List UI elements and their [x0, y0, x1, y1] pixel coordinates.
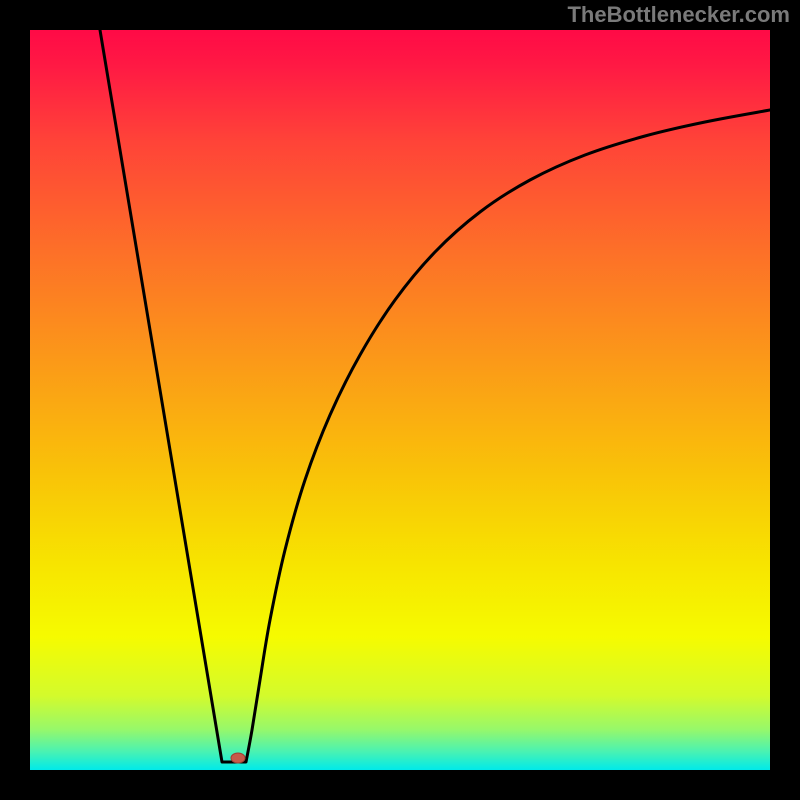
curve-layer — [30, 30, 770, 770]
watermark-text: TheBottlenecker.com — [567, 2, 790, 28]
minimum-marker — [231, 753, 245, 763]
plot-area — [30, 30, 770, 770]
chart-container: TheBottlenecker.com — [0, 0, 800, 800]
bottleneck-curve — [100, 30, 770, 762]
